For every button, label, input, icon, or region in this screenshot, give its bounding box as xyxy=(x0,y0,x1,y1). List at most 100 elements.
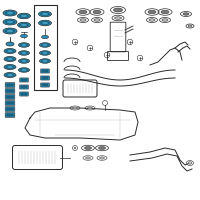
Ellipse shape xyxy=(18,68,30,72)
FancyBboxPatch shape xyxy=(42,77,48,79)
FancyBboxPatch shape xyxy=(5,95,15,99)
Ellipse shape xyxy=(93,10,101,14)
Ellipse shape xyxy=(18,13,30,19)
Ellipse shape xyxy=(161,10,169,14)
FancyBboxPatch shape xyxy=(6,89,14,93)
Ellipse shape xyxy=(4,56,16,62)
Ellipse shape xyxy=(19,23,29,27)
FancyBboxPatch shape xyxy=(5,101,15,105)
Ellipse shape xyxy=(4,64,16,70)
Ellipse shape xyxy=(38,11,52,17)
Ellipse shape xyxy=(6,49,14,53)
Ellipse shape xyxy=(21,15,27,17)
FancyBboxPatch shape xyxy=(5,113,15,117)
Ellipse shape xyxy=(40,51,50,55)
Ellipse shape xyxy=(79,10,87,14)
Ellipse shape xyxy=(7,58,13,60)
Ellipse shape xyxy=(7,50,13,52)
FancyBboxPatch shape xyxy=(5,83,15,87)
Ellipse shape xyxy=(40,43,50,47)
Ellipse shape xyxy=(6,73,14,77)
Ellipse shape xyxy=(18,59,30,63)
Ellipse shape xyxy=(86,157,90,159)
Ellipse shape xyxy=(114,17,122,19)
Ellipse shape xyxy=(41,51,49,55)
Ellipse shape xyxy=(80,19,86,21)
FancyBboxPatch shape xyxy=(41,83,49,87)
Ellipse shape xyxy=(7,21,13,23)
Ellipse shape xyxy=(3,19,17,25)
Ellipse shape xyxy=(20,51,28,55)
Ellipse shape xyxy=(20,43,28,47)
Ellipse shape xyxy=(6,57,14,61)
FancyBboxPatch shape xyxy=(41,69,49,73)
Ellipse shape xyxy=(183,13,189,15)
Ellipse shape xyxy=(114,8,122,12)
Ellipse shape xyxy=(188,25,192,27)
FancyBboxPatch shape xyxy=(5,89,15,93)
Ellipse shape xyxy=(41,59,49,63)
FancyBboxPatch shape xyxy=(42,70,48,72)
Ellipse shape xyxy=(188,162,192,164)
Ellipse shape xyxy=(7,30,13,32)
Ellipse shape xyxy=(4,48,16,53)
Ellipse shape xyxy=(3,10,17,16)
FancyBboxPatch shape xyxy=(21,86,27,88)
Ellipse shape xyxy=(5,11,15,15)
FancyBboxPatch shape xyxy=(20,85,28,89)
FancyBboxPatch shape xyxy=(5,107,15,111)
Ellipse shape xyxy=(100,157,104,159)
Ellipse shape xyxy=(84,146,92,150)
Ellipse shape xyxy=(42,35,48,39)
Ellipse shape xyxy=(22,69,26,71)
Ellipse shape xyxy=(20,68,28,72)
Ellipse shape xyxy=(7,12,13,14)
Ellipse shape xyxy=(43,60,47,62)
FancyBboxPatch shape xyxy=(6,101,14,105)
Ellipse shape xyxy=(22,44,26,46)
FancyBboxPatch shape xyxy=(21,93,27,95)
Ellipse shape xyxy=(43,44,47,46)
Ellipse shape xyxy=(42,13,48,15)
FancyBboxPatch shape xyxy=(6,113,14,117)
Ellipse shape xyxy=(4,72,16,77)
Ellipse shape xyxy=(42,22,48,24)
Ellipse shape xyxy=(72,107,78,109)
FancyBboxPatch shape xyxy=(21,79,27,81)
Ellipse shape xyxy=(40,21,50,25)
FancyBboxPatch shape xyxy=(42,84,48,86)
Ellipse shape xyxy=(94,19,100,21)
FancyBboxPatch shape xyxy=(20,92,28,96)
FancyBboxPatch shape xyxy=(41,76,49,80)
Ellipse shape xyxy=(18,22,30,28)
Ellipse shape xyxy=(43,52,47,54)
FancyBboxPatch shape xyxy=(6,107,14,111)
Ellipse shape xyxy=(19,14,29,18)
Ellipse shape xyxy=(18,43,30,47)
Ellipse shape xyxy=(38,20,52,26)
FancyBboxPatch shape xyxy=(20,78,28,82)
FancyBboxPatch shape xyxy=(6,95,14,99)
Ellipse shape xyxy=(40,12,50,16)
Circle shape xyxy=(74,147,76,149)
Bar xyxy=(34,5,57,90)
Ellipse shape xyxy=(88,107,92,109)
Ellipse shape xyxy=(5,29,15,33)
Ellipse shape xyxy=(18,51,30,55)
FancyBboxPatch shape xyxy=(6,83,14,87)
Ellipse shape xyxy=(6,42,14,46)
Ellipse shape xyxy=(22,60,26,62)
Ellipse shape xyxy=(41,43,49,47)
Ellipse shape xyxy=(148,10,156,14)
Ellipse shape xyxy=(22,52,26,54)
Ellipse shape xyxy=(3,28,17,34)
Ellipse shape xyxy=(5,20,15,24)
Ellipse shape xyxy=(40,59,50,63)
Ellipse shape xyxy=(7,66,13,68)
Ellipse shape xyxy=(6,65,14,69)
Ellipse shape xyxy=(98,146,106,150)
Ellipse shape xyxy=(7,74,13,76)
Ellipse shape xyxy=(20,59,28,63)
Ellipse shape xyxy=(21,34,28,38)
Ellipse shape xyxy=(162,19,168,21)
